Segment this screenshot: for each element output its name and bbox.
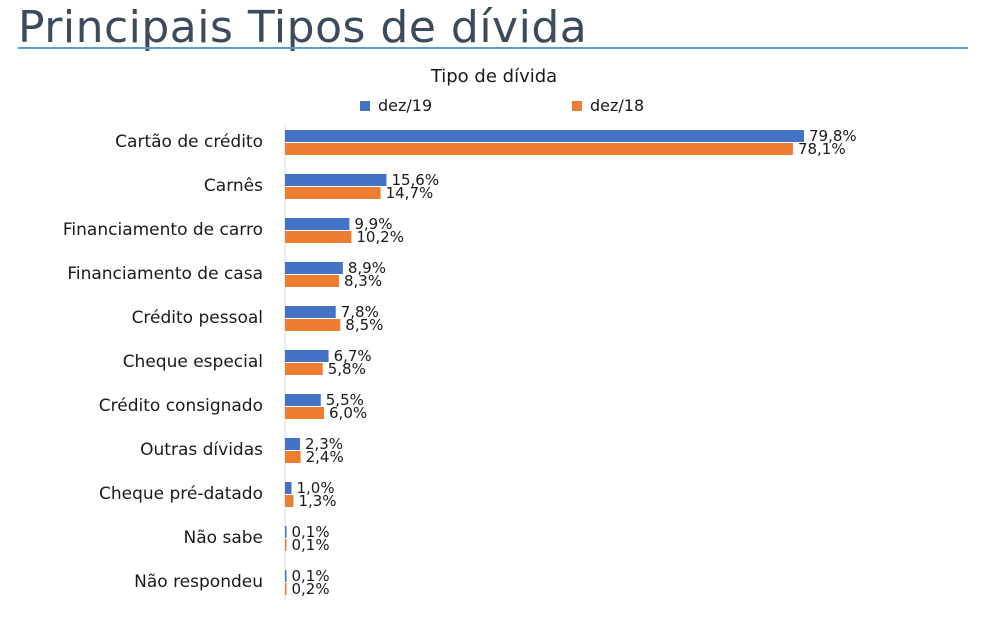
bar-dez-19	[285, 482, 292, 494]
bar-dez-18	[285, 363, 323, 375]
bar-dez-18	[285, 275, 339, 287]
data-label: 10,2%	[356, 228, 404, 246]
bar-dez-19	[285, 174, 387, 186]
category-label: Financiamento de carro	[63, 220, 263, 240]
bar-dez-19	[285, 526, 287, 538]
bar-dez-18	[285, 583, 287, 595]
bar-dez-19	[285, 130, 804, 142]
data-label: 14,7%	[386, 184, 434, 202]
data-label: 0,1%	[292, 523, 330, 541]
category-label: Cartão de crédito	[115, 132, 263, 152]
bar-dez-19	[285, 218, 350, 230]
category-label: Cheque especial	[123, 352, 263, 372]
data-label: 8,9%	[348, 259, 386, 277]
data-label: 6,0%	[329, 404, 367, 422]
data-label: 7,8%	[341, 303, 379, 321]
bar-dez-19	[285, 438, 300, 450]
legend-label: dez/19	[378, 96, 432, 115]
category-label: Não sabe	[184, 528, 263, 548]
bar-dez-18	[285, 187, 381, 199]
bar-dez-18	[285, 407, 325, 419]
data-label: 8,5%	[345, 316, 383, 334]
legend: dez/19 dez/18	[360, 96, 644, 115]
category-label: Cheque pré-datado	[99, 484, 263, 504]
category-label: Outras dívidas	[140, 440, 263, 460]
bar-dez-18	[285, 143, 793, 155]
category-label: Financiamento de casa	[67, 264, 263, 284]
page-title: Principais Tipos de dívida	[18, 2, 588, 53]
data-label: 79,8%	[809, 127, 857, 145]
bar-dez-18	[285, 539, 287, 551]
bar-dez-19	[285, 306, 336, 318]
bars: Cartão de crédito 79,8%78,1% Carnês 15,6%14…	[63, 124, 857, 600]
category-label: Crédito pessoal	[132, 308, 263, 328]
data-label: 2,3%	[305, 435, 343, 453]
data-label: 0,2%	[292, 580, 330, 598]
category-label: Não respondeu	[134, 572, 263, 592]
bar-dez-18	[285, 451, 301, 463]
legend-swatch-dez-19	[360, 101, 370, 111]
bar-dez-19	[285, 570, 287, 582]
data-label: 78,1%	[798, 140, 846, 158]
bar-dez-19	[285, 262, 343, 274]
data-label: 15,6%	[391, 171, 439, 189]
data-label: 5,8%	[328, 360, 366, 378]
bar-dez-19	[285, 394, 321, 406]
data-label: 8,3%	[344, 272, 382, 290]
data-label: 6,7%	[334, 347, 372, 365]
data-label: 9,9%	[354, 215, 392, 233]
data-label: 1,0%	[297, 479, 335, 497]
bar-dez-19	[285, 350, 329, 362]
data-label: 0,1%	[292, 536, 330, 554]
category-label: Carnês	[204, 176, 263, 196]
chart-title: Tipo de dívida	[430, 66, 557, 87]
data-label: 1,3%	[298, 492, 336, 510]
bar-dez-18	[285, 495, 294, 507]
data-label: 5,5%	[326, 391, 364, 409]
category-label: Crédito consignado	[99, 396, 263, 416]
bar-dez-18	[285, 231, 352, 243]
bar-dez-18	[285, 319, 341, 331]
legend-label: dez/18	[590, 96, 644, 115]
title-divider	[18, 47, 968, 49]
data-label: 0,1%	[292, 567, 330, 585]
legend-swatch-dez-18	[572, 101, 582, 111]
data-label: 2,4%	[306, 448, 344, 466]
